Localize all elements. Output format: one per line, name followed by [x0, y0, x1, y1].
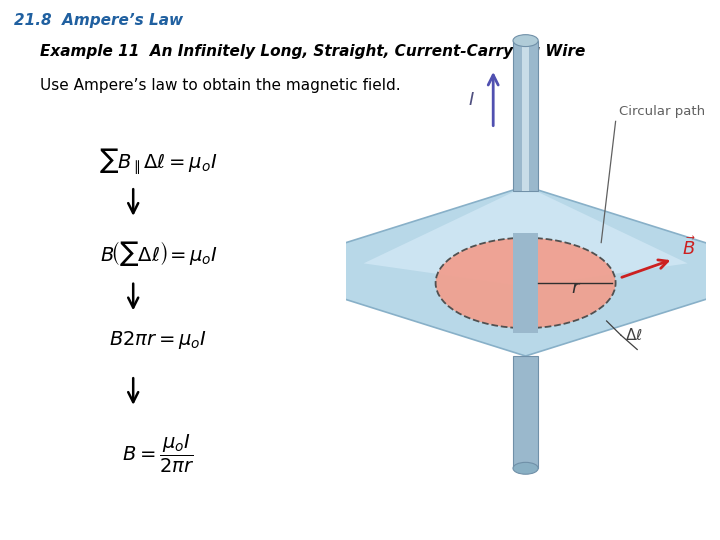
Text: $\Delta\ell$: $\Delta\ell$: [625, 327, 642, 343]
Text: $I$: $I$: [468, 91, 475, 109]
Text: $\sum B_{\parallel}\Delta\ell = \mu_o I$: $\sum B_{\parallel}\Delta\ell = \mu_o I$: [99, 147, 217, 177]
Text: Example 11  An Infinitely Long, Straight, Current-Carrying Wire: Example 11 An Infinitely Long, Straight,…: [40, 44, 585, 59]
Text: $\vec{B}$: $\vec{B}$: [683, 236, 696, 259]
Ellipse shape: [436, 238, 616, 328]
Text: 21.8  Ampere’s Law: 21.8 Ampere’s Law: [14, 14, 184, 29]
Polygon shape: [513, 40, 539, 191]
Text: $B = \dfrac{\mu_o I}{2\pi r}$: $B = \dfrac{\mu_o I}{2\pi r}$: [122, 433, 194, 475]
Text: $B\!\left(\sum \Delta\ell\right)\!= \mu_o I$: $B\!\left(\sum \Delta\ell\right)\!= \mu_…: [99, 239, 217, 268]
Ellipse shape: [513, 462, 539, 474]
Polygon shape: [513, 233, 539, 333]
Polygon shape: [364, 186, 688, 287]
Polygon shape: [522, 40, 529, 191]
Polygon shape: [513, 356, 539, 468]
Text: Circular path: Circular path: [619, 105, 706, 118]
Polygon shape: [256, 186, 720, 356]
Ellipse shape: [513, 35, 539, 46]
Text: Use Ampere’s law to obtain the magnetic field.: Use Ampere’s law to obtain the magnetic …: [40, 78, 400, 93]
Text: $r$: $r$: [571, 279, 581, 296]
Text: $B2\pi r = \mu_o I$: $B2\pi r = \mu_o I$: [109, 329, 207, 351]
